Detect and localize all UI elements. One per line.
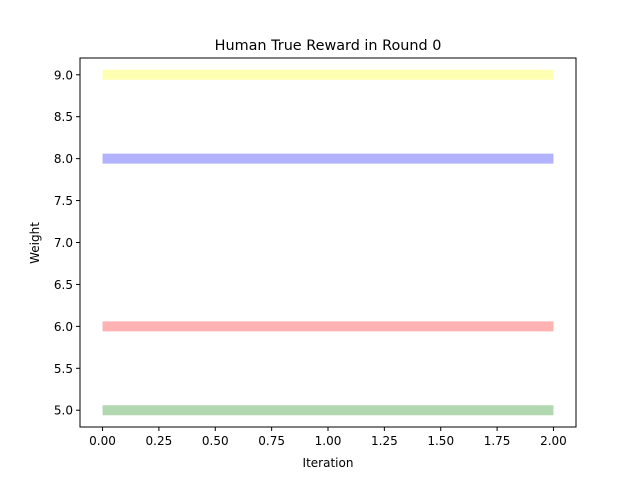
y-tick-label: 8.5 [54,110,73,124]
series-layer [102,69,554,416]
y-axis-label: Weight [28,222,42,264]
x-axis: 0.00 0.25 0.50 0.75 1.00 1.25 1.50 1.75 2.00 [89,427,567,448]
y-tick-label: 8.0 [54,152,73,166]
x-tick-label: 1.50 [427,434,454,448]
y-tick-label: 7.5 [54,194,73,208]
x-axis-label: Iteration [303,456,354,470]
plot-frame [79,57,577,428]
y-tick-label: 6.5 [54,278,73,292]
x-tick-label: 2.00 [540,434,567,448]
y-tick-label: 9.0 [54,68,73,82]
x-tick-label: 0.25 [146,434,173,448]
x-tick-label: 1.75 [484,434,511,448]
y-tick-label: 7.0 [54,236,73,250]
x-tick-label: 0.00 [89,434,116,448]
y-tick-label: 5.5 [54,362,73,376]
y-tick-label: 5.0 [54,404,73,418]
x-tick-label: 0.75 [258,434,285,448]
y-axis: 5.0 5.5 6.0 6.5 7.0 7.5 8.0 8.5 9.0 [54,68,80,418]
x-tick-label: 1.25 [371,434,398,448]
chart-title: Human True Reward in Round 0 [215,38,442,54]
x-tick-label: 1.00 [315,434,342,448]
y-tick-label: 6.0 [54,320,73,334]
x-tick-label: 0.50 [202,434,229,448]
